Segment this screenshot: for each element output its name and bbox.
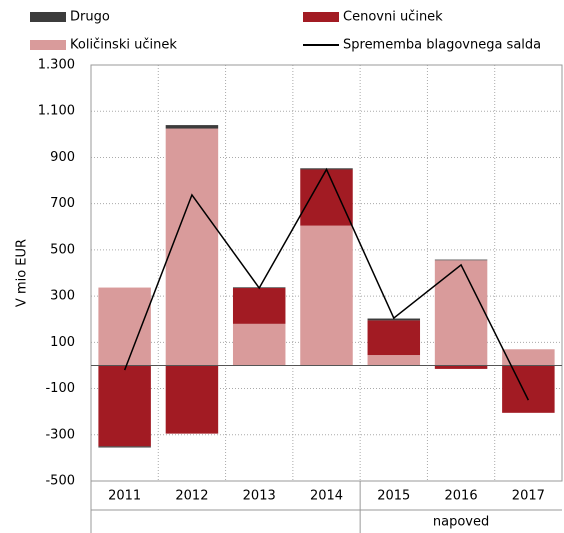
bar: [165, 128, 219, 366]
y-axis-label: V mio EUR: [15, 239, 30, 307]
legend-swatch: [30, 12, 66, 22]
bar: [98, 365, 151, 447]
line: [123, 167, 530, 401]
bar: [502, 349, 555, 366]
x-tick-label: 2016: [445, 489, 478, 504]
bar: [367, 318, 421, 321]
y-tick-label: 1.100: [38, 104, 75, 119]
annotation: napoved: [433, 515, 489, 530]
y-tick-label: -500: [45, 474, 75, 489]
y-tick-label: 900: [50, 150, 75, 165]
bar: [165, 125, 219, 129]
bar: [165, 365, 219, 434]
legend-label: Količinski učinek: [70, 38, 177, 53]
bar: [98, 287, 151, 366]
x-tick-label: 2017: [512, 489, 545, 504]
legend-swatch: [303, 12, 339, 22]
bar: [232, 288, 286, 324]
x-tick-label: 2014: [310, 489, 343, 504]
x-tick-label: 2012: [175, 489, 208, 504]
bar: [502, 365, 555, 413]
bar: [434, 365, 488, 369]
plot-frame: [90, 64, 563, 482]
x-tick-label: 2011: [108, 489, 141, 504]
x-tick-label: 2015: [377, 489, 410, 504]
y-tick-label: 500: [50, 242, 75, 257]
bar: [232, 323, 286, 366]
bar: [367, 355, 421, 366]
y-tick-label: 100: [50, 335, 75, 350]
bar: [98, 446, 151, 448]
y-tick-label: -100: [45, 381, 75, 396]
y-tick-label: 300: [50, 289, 75, 304]
x-tick-label: 2013: [243, 489, 276, 504]
legend-label: Drugo: [70, 10, 110, 25]
bar: [300, 169, 353, 226]
bar: [434, 260, 488, 366]
y-tick-label: -300: [45, 427, 75, 442]
bar: [300, 225, 353, 366]
y-tick-label: 700: [50, 196, 75, 211]
y-tick-label: 1.300: [38, 58, 75, 73]
legend-label: Cenovni učinek: [343, 10, 443, 25]
legend-label: Sprememba blagovnega salda: [343, 38, 541, 53]
bar: [367, 320, 421, 356]
bar: [434, 259, 488, 261]
legend-swatch: [30, 40, 66, 50]
